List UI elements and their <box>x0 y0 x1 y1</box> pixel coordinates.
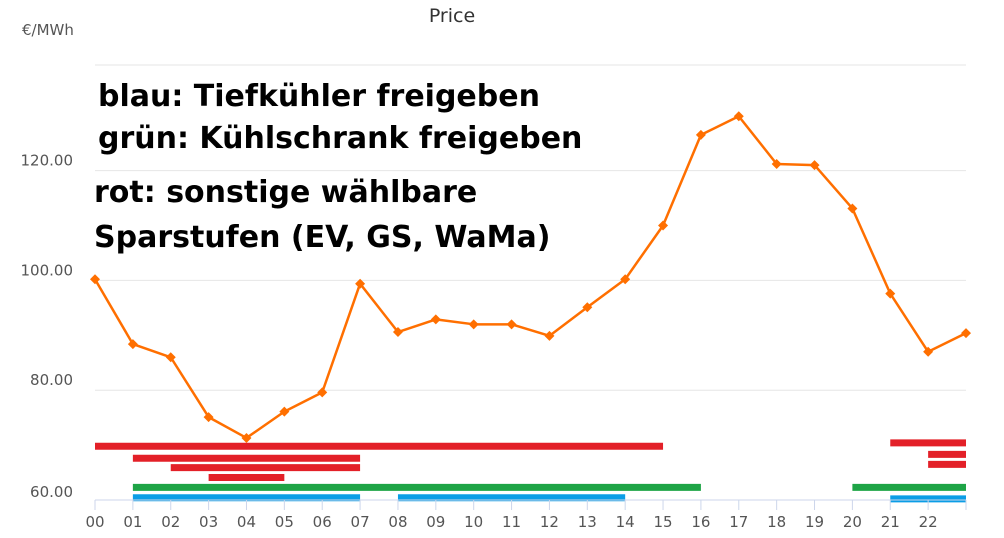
data-point-marker[interactable] <box>317 387 328 398</box>
x-tick-label: 11 <box>502 513 521 531</box>
data-point-marker[interactable] <box>241 432 252 443</box>
data-point-marker[interactable] <box>203 412 214 423</box>
data-point-marker[interactable] <box>506 319 517 330</box>
x-tick-label: 09 <box>426 513 445 531</box>
x-tick-label: 00 <box>85 513 104 531</box>
data-point-marker[interactable] <box>809 160 820 171</box>
data-point-marker[interactable] <box>620 274 631 285</box>
x-tick-label: 03 <box>199 513 218 531</box>
x-tick-label: 12 <box>540 513 559 531</box>
x-tick-label: 06 <box>313 513 332 531</box>
chart-title: Price <box>429 5 475 27</box>
data-point-marker[interactable] <box>961 328 971 339</box>
data-point-marker[interactable] <box>544 330 555 341</box>
data-point-marker[interactable] <box>430 314 441 325</box>
y-tick-label: 60.00 <box>30 483 73 501</box>
x-tick-label: 20 <box>843 513 862 531</box>
x-tick-label: 17 <box>729 513 748 531</box>
price-series <box>90 111 971 443</box>
x-tick-label: 07 <box>351 513 370 531</box>
data-point-marker[interactable] <box>695 129 706 140</box>
annotation-blue: blau: Tiefkühler freigeben <box>98 79 540 114</box>
x-tick-label: 22 <box>919 513 938 531</box>
data-point-marker[interactable] <box>658 220 669 231</box>
annotation-green: grün: Kühlschrank freigeben <box>98 121 583 156</box>
x-tick-label: 13 <box>578 513 597 531</box>
x-tick-label: 02 <box>161 513 180 531</box>
x-tick-label: 15 <box>653 513 672 531</box>
data-point-marker[interactable] <box>165 352 176 363</box>
x-tick-label: 19 <box>805 513 824 531</box>
x-tick-label: 16 <box>691 513 710 531</box>
data-point-marker[interactable] <box>847 203 858 214</box>
x-tick-label: 05 <box>275 513 294 531</box>
y-tick-label: 120.00 <box>21 152 74 170</box>
x-tick-label: 01 <box>123 513 142 531</box>
annotation-red-details: Sparstufen (EV, GS, WaMa) <box>94 220 551 255</box>
x-tick-label: 10 <box>464 513 483 531</box>
x-tick-label: 08 <box>388 513 407 531</box>
x-tick-label: 04 <box>237 513 256 531</box>
data-point-marker[interactable] <box>885 288 896 299</box>
series-line <box>93 114 967 440</box>
data-point-marker[interactable] <box>127 339 138 350</box>
data-point-marker[interactable] <box>582 302 593 313</box>
y-axis: 60.00 80.00 100.00 120.00 <box>21 152 74 501</box>
availability-bands <box>95 439 966 503</box>
data-point-marker[interactable] <box>923 346 934 357</box>
annotation-red: rot: sonstige wählbare <box>94 175 478 210</box>
data-point-marker[interactable] <box>468 319 479 330</box>
data-point-marker[interactable] <box>771 159 782 170</box>
data-point-marker[interactable] <box>279 406 290 417</box>
x-tick-label: 14 <box>616 513 635 531</box>
y-tick-label: 100.00 <box>21 261 74 279</box>
data-point-marker[interactable] <box>355 278 366 289</box>
data-point-marker[interactable] <box>392 327 403 338</box>
x-tick-label: 21 <box>881 513 900 531</box>
x-axis: 00 01 02 03 04 05 06 07 08 09 10 11 12 13 14 15 16 17 18 19… <box>85 499 967 531</box>
y-tick-label: 80.00 <box>30 371 73 389</box>
data-point-marker[interactable] <box>733 111 744 122</box>
x-tick-label: 18 <box>767 513 786 531</box>
y-axis-unit-label: €/MWh <box>22 21 74 39</box>
data-point-marker[interactable] <box>90 274 100 285</box>
